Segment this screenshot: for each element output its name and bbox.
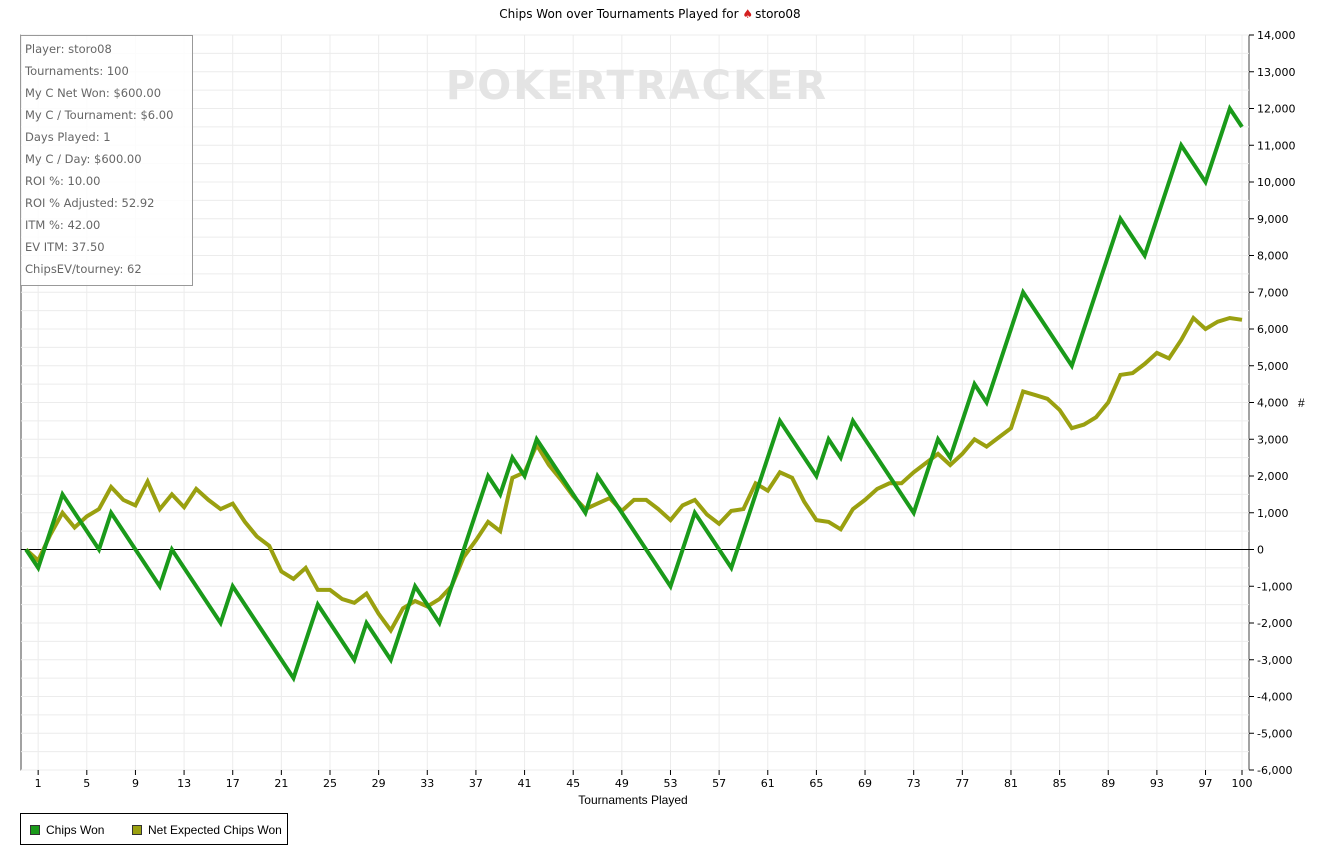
- stat-line: Player: storo08: [25, 42, 112, 56]
- chart-title-text: Chips Won over Tournaments Played for: [499, 7, 739, 21]
- x-tick-label: 37: [469, 777, 483, 790]
- legend-swatch: [132, 825, 142, 835]
- y-tick-label: 14,000: [1257, 29, 1296, 42]
- y-tick-label: 7,000: [1257, 286, 1289, 299]
- watermark-logo: POKERTRACKER: [446, 63, 828, 109]
- y-tick-label: -4,000: [1257, 691, 1292, 704]
- y-axis-label: #: [1298, 396, 1305, 410]
- stat-line: ChipsEV/tourney: 62: [25, 262, 142, 276]
- x-tick-label: 21: [274, 777, 288, 790]
- x-tick-label: 33: [420, 777, 434, 790]
- y-tick-label: -3,000: [1257, 654, 1292, 667]
- series-line-chips-won: [24, 103, 1244, 683]
- y-axis: -6,000 -5,000 -4,000 -3,000 -2,000 -1,000 0 1,0…: [1249, 29, 1296, 777]
- x-tick-label: 65: [809, 777, 823, 790]
- x-tick-label: 100: [1232, 777, 1253, 790]
- stat-line: ITM %: 42.00: [25, 218, 101, 232]
- stat-line: ROI % Adjusted: 52.92: [25, 196, 155, 210]
- x-tick-label: 89: [1101, 777, 1115, 790]
- stat-line: Days Played: 1: [25, 130, 111, 144]
- x-tick-label: 29: [372, 777, 386, 790]
- y-tick-label: 5,000: [1257, 360, 1289, 373]
- y-tick-label: 0: [1257, 544, 1264, 557]
- y-tick-label: -1,000: [1257, 580, 1292, 593]
- grid: [21, 34, 1249, 771]
- chart-title-player: storo08: [755, 7, 801, 21]
- y-tick-label: 12,000: [1257, 103, 1296, 116]
- y-tick-label: -2,000: [1257, 617, 1292, 630]
- x-tick-label: 81: [1004, 777, 1018, 790]
- spade-icon: ♠: [742, 7, 754, 21]
- x-tick-label: 61: [761, 777, 775, 790]
- series-line-net-expected-chips-won: [24, 314, 1243, 635]
- y-tick-label: 13,000: [1257, 66, 1296, 79]
- y-tick-label: 11,000: [1257, 139, 1296, 152]
- x-tick-label: 85: [1053, 777, 1067, 790]
- stat-line: My C / Day: $600.00: [25, 152, 142, 166]
- x-tick-label: 41: [518, 777, 532, 790]
- series-layer: [24, 103, 1244, 683]
- stat-line: My C / Tournament: $6.00: [25, 108, 174, 122]
- y-tick-label: -6,000: [1257, 764, 1292, 777]
- legend-label: Net Expected Chips Won: [148, 823, 282, 837]
- x-tick-label: 5: [83, 777, 90, 790]
- legend-item: Net Expected Chips Won: [132, 823, 282, 837]
- y-tick-label: 9,000: [1257, 213, 1289, 226]
- y-tick-label: 8,000: [1257, 250, 1289, 263]
- y-tick-label: -5,000: [1257, 727, 1292, 740]
- x-tick-label: 93: [1150, 777, 1164, 790]
- x-axis-label: Tournaments Played: [578, 793, 688, 807]
- x-axis: 1 5 9 13 17 21 25 29 33 37 41 45 49 53 57 61 65 69 73 77 81 8…: [35, 770, 1253, 790]
- stat-line: My C Net Won: $600.00: [25, 86, 162, 100]
- y-tick-label: 4,000: [1257, 397, 1289, 410]
- x-tick-label: 45: [566, 777, 580, 790]
- stat-line: EV ITM: 37.50: [25, 240, 105, 254]
- x-tick-label: 25: [323, 777, 337, 790]
- x-tick-label: 1: [35, 777, 42, 790]
- x-tick-label: 69: [858, 777, 872, 790]
- x-tick-label: 77: [955, 777, 969, 790]
- legend-swatch: [30, 825, 40, 835]
- y-tick-label: 6,000: [1257, 323, 1289, 336]
- x-tick-label: 17: [226, 777, 240, 790]
- legend-item: Chips Won: [30, 823, 104, 837]
- stats-box: Player: storo08 Tournaments: 100 My C Net …: [20, 35, 193, 286]
- legend: Chips Won Net Expected Chips Won: [20, 813, 288, 845]
- y-tick-label: 2,000: [1257, 470, 1289, 483]
- x-tick-label: 49: [615, 777, 629, 790]
- y-tick-label: 10,000: [1257, 176, 1296, 189]
- stat-line: Tournaments: 100: [25, 64, 129, 78]
- x-tick-label: 53: [663, 777, 677, 790]
- x-tick-label: 97: [1199, 777, 1213, 790]
- legend-label: Chips Won: [46, 823, 105, 837]
- y-tick-label: 1,000: [1257, 507, 1289, 520]
- y-tick-label: 3,000: [1257, 433, 1289, 446]
- x-tick-label: 57: [712, 777, 726, 790]
- x-tick-label: 9: [132, 777, 139, 790]
- x-tick-label: 73: [907, 777, 921, 790]
- chart-title: Chips Won over Tournaments Played for ♠ s…: [0, 7, 1300, 21]
- x-tick-label: 13: [177, 777, 191, 790]
- stat-line: ROI %: 10.00: [25, 174, 101, 188]
